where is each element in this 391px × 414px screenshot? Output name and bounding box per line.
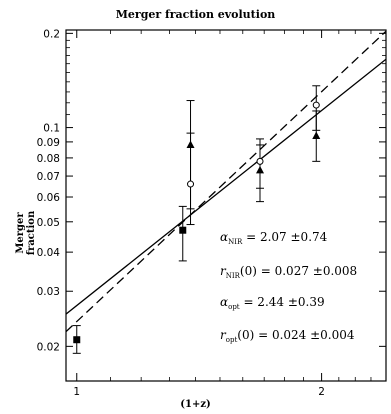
y-tick-label: 0.06 (37, 192, 61, 204)
y-tick-label: 0.05 (37, 217, 60, 229)
y-tick-label: 0.02 (37, 341, 60, 353)
x-tick-label: 2 (318, 386, 325, 398)
fit-annotation: αopt = 2.44 ±0.39 (220, 295, 325, 311)
data-point-circle (187, 180, 195, 188)
plot-frame (65, 29, 387, 382)
y-tick-label: 0.03 (37, 286, 60, 298)
y-tick-label: 0.07 (37, 171, 60, 183)
data-point-square (73, 336, 81, 344)
fit-annotation: ropt(0) = 0.024 ±0.004 (220, 328, 355, 344)
y-tick-label: 0.08 (37, 153, 60, 165)
y-tick-label: 0.04 (37, 247, 61, 259)
x-axis-label: (1+z) (180, 399, 211, 410)
y-tick-label: 0.1 (43, 123, 60, 135)
data-point-triangle (312, 131, 321, 139)
data-point-circle (312, 101, 320, 109)
data-point-square (179, 226, 187, 234)
chart-title: Merger fraction evolution (115, 8, 276, 21)
y-tick-label: 0.2 (43, 28, 60, 40)
fit-annotation: rNIR(0) = 0.027 ±0.008 (220, 264, 357, 280)
fit-line-dashed (66, 30, 386, 333)
y-tick-label: 0.09 (37, 137, 60, 149)
fit-annotation: αNIR = 2.07 ±0.74 (220, 230, 328, 246)
data-point-circle (256, 157, 264, 165)
fit-line-solid (66, 58, 386, 315)
x-tick-label: 1 (73, 386, 80, 398)
